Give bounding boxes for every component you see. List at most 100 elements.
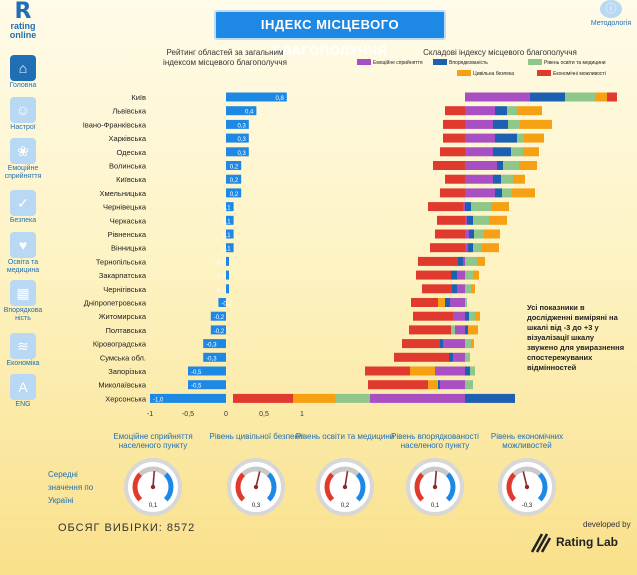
component-bar-segment — [465, 393, 515, 403]
region-label: Закарпатська — [99, 271, 147, 280]
component-bar-segment — [481, 243, 499, 253]
component-bar-segment — [453, 352, 465, 362]
rating-lab-logo[interactable]: Rating Lab — [530, 530, 618, 554]
component-bar-segment — [435, 229, 465, 239]
component-bar-segment — [465, 161, 497, 170]
gauge-arc-positive — [163, 472, 174, 502]
index-bar — [226, 202, 234, 212]
index-bar-label: 0,3 — [237, 123, 246, 129]
legend-swatch — [357, 59, 371, 65]
component-bar-segment — [433, 161, 465, 170]
component-bar-segment — [595, 92, 607, 102]
component-bar-segment — [530, 92, 565, 102]
sidebar-item-order[interactable]: ▦ Впорядкова ність — [2, 280, 44, 323]
gauge-hub — [150, 484, 156, 490]
region-label: Хмельницька — [99, 189, 146, 198]
sidebar-item-security[interactable]: ✓ Безпека — [2, 190, 44, 225]
component-bar-segment — [413, 311, 453, 321]
component-bar-segment — [428, 380, 438, 390]
sidebar-item-mood[interactable]: ☺ Настрої — [2, 97, 44, 132]
component-bar-segment — [465, 270, 473, 280]
gauge-hub — [432, 484, 438, 490]
sidebar-item-label: Емоційне сприйняття — [4, 165, 42, 180]
component-bar-segment — [465, 106, 495, 116]
index-bar — [226, 119, 249, 129]
index-bar-label: -0,3 — [206, 356, 217, 362]
gauge-block: Емоційне сприйняття населеного пункту 0,1 — [103, 432, 203, 516]
component-bar-segment — [451, 270, 457, 280]
index-bar-label: -1,0 — [153, 397, 164, 403]
index-bar-label: -0,2 — [214, 315, 225, 321]
gauge-title: Емоційне сприйняття населеного пункту — [113, 432, 193, 450]
index-bar-label: 0,8 — [275, 96, 284, 102]
component-bar-segment — [443, 119, 465, 129]
sidebar-item-label: Економіка — [6, 360, 40, 367]
component-bar-segment — [512, 188, 535, 198]
sidebar-item-education[interactable]: ♥ Освіта та медицина — [2, 232, 44, 275]
gauge-title: Рівень цивільної безпеки — [209, 432, 303, 441]
component-bar-segment — [368, 380, 428, 390]
component-bar-segment — [465, 229, 469, 239]
index-bar-label: 0,1 — [222, 219, 231, 225]
region-label: Запорізька — [108, 367, 147, 376]
component-bar-segment — [469, 229, 474, 239]
gauge-hub — [253, 484, 259, 490]
charts-svg: Київ 0,8 Львівська 0,4 Івано-Франківська 0,3 Х… — [83, 59, 617, 418]
sidebar-item-home[interactable]: ⌂ Головна — [2, 55, 44, 90]
component-bar-segment — [491, 202, 509, 212]
left-chart-title-line1: Рейтинг областей за загальним — [166, 48, 284, 57]
component-bar-segment — [233, 393, 293, 403]
index-bar-label: -0,3 — [206, 343, 217, 349]
sidebar-item-economy[interactable]: ≋ Економіка — [2, 333, 44, 368]
component-bar-segment — [501, 174, 513, 184]
component-bar-segment — [520, 119, 552, 129]
gauge-title: Рівень освіти та медицини — [295, 432, 395, 441]
legend-swatch — [457, 70, 471, 76]
component-bar-segment — [410, 366, 435, 376]
component-bar-segment — [465, 188, 495, 198]
region-label: Полтавська — [106, 326, 147, 335]
index-bar — [226, 215, 234, 225]
gauge-svg — [235, 466, 277, 502]
component-bar-segment — [437, 215, 465, 225]
component-bar-segment — [445, 174, 465, 184]
gauge-arc-neutral — [241, 466, 271, 477]
rating-online-logo[interactable]: R rating online — [6, 1, 40, 40]
legend-swatch — [528, 59, 542, 65]
component-bar-segment — [517, 106, 542, 116]
gauge-arc-negative — [506, 472, 517, 502]
gauge-arc-positive — [445, 472, 456, 502]
component-bar-segment — [607, 92, 617, 102]
component-bar-segment — [438, 380, 440, 390]
legend-label: Економічні можливості — [553, 71, 606, 77]
component-bar-segment — [409, 325, 451, 335]
gauge-svg — [132, 466, 174, 502]
index-bar-label: 0,2 — [230, 192, 239, 198]
region-label: Рівненська — [108, 230, 147, 239]
gauge-value: 0,3 — [251, 503, 261, 509]
gauge-block: Рівень впорядкованості населеного пункту… — [385, 432, 485, 516]
region-label: Волинська — [109, 162, 147, 171]
gauge-arc-positive — [355, 472, 366, 502]
sidebar-item-eng[interactable]: A ENG — [2, 374, 44, 409]
gauge-dial: 0,3 — [227, 458, 285, 516]
index-bar — [226, 92, 287, 102]
sidebar-item-emotion[interactable]: ❀ Емоційне сприйняття — [2, 138, 44, 181]
component-bar-segment — [523, 147, 539, 157]
component-bar-segment — [465, 243, 468, 253]
component-bar-segment — [517, 133, 524, 143]
index-bar — [150, 393, 226, 403]
gauge-dial: -0,3 — [498, 458, 556, 516]
component-bar-segment — [467, 215, 473, 225]
logo-text-line1: rating — [10, 21, 36, 31]
component-bar-segment — [469, 311, 475, 321]
emotion-icon: ❀ — [10, 138, 36, 164]
gauge-needle — [344, 471, 349, 488]
legend-swatch — [537, 70, 551, 76]
component-bar-segment — [402, 339, 440, 349]
component-bar-segment — [370, 393, 465, 403]
component-bar-segment — [493, 119, 508, 129]
gauge-value: 0,2 — [340, 503, 350, 509]
methodology-button[interactable]: ⓘ Методологія — [586, 0, 636, 27]
index-bar — [188, 380, 226, 390]
